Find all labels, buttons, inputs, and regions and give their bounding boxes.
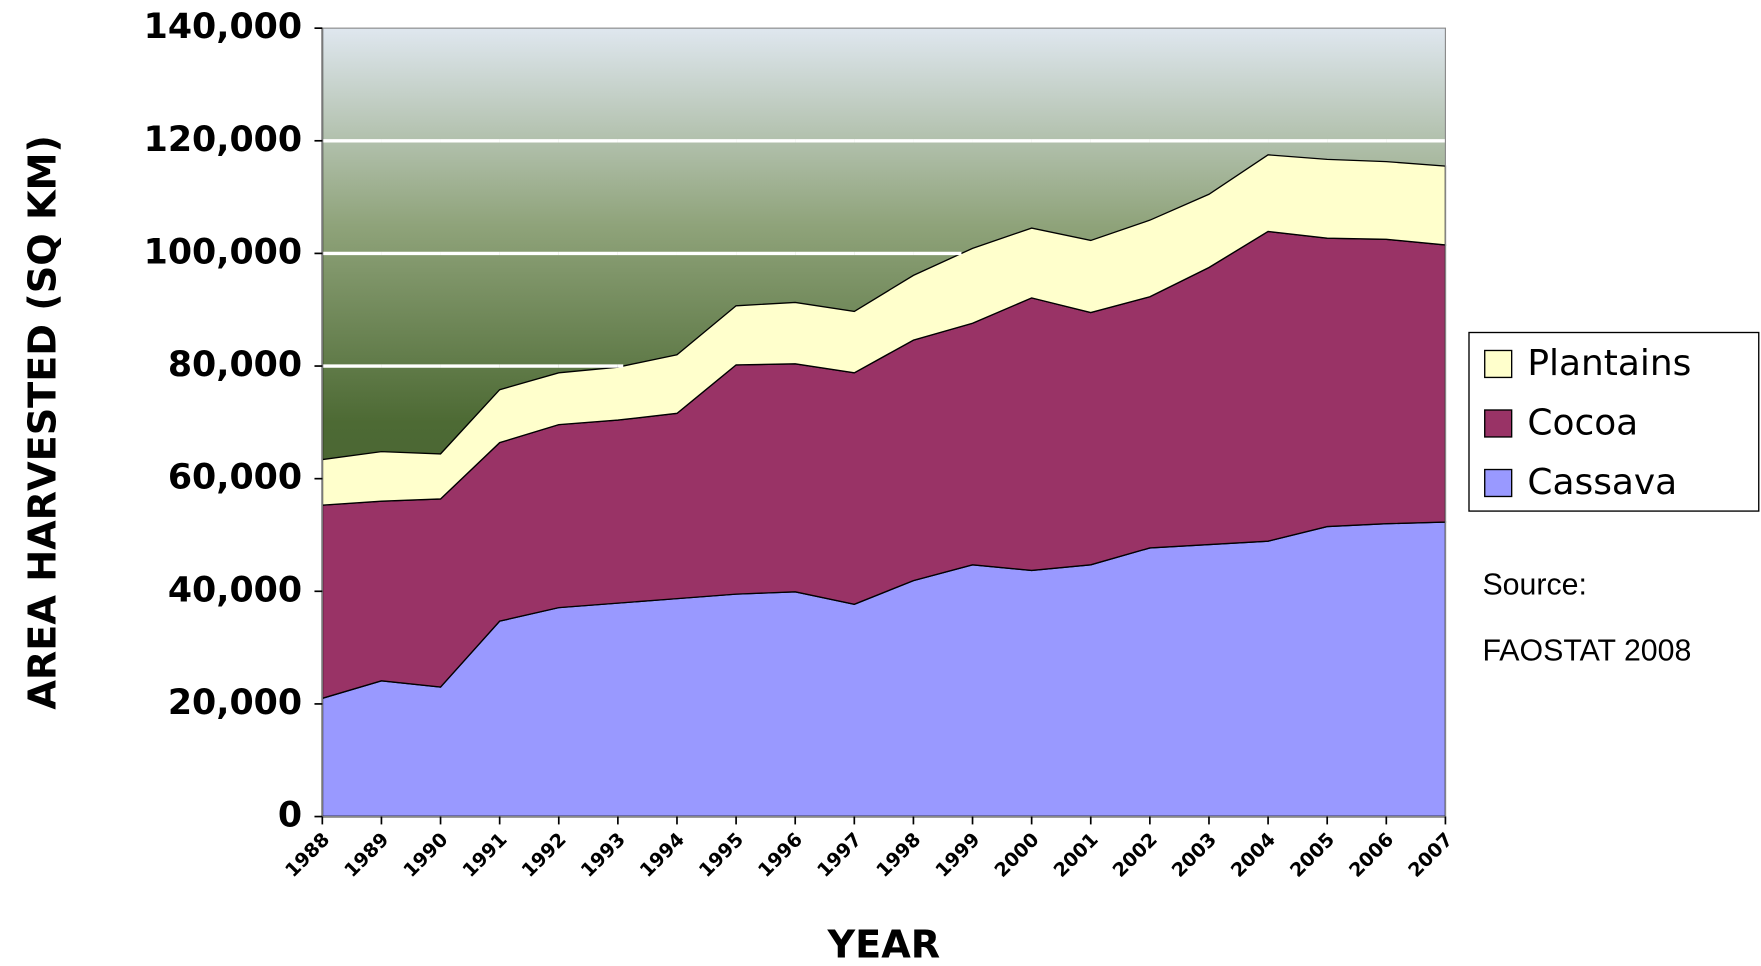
source-note: FAOSTAT 2008 <box>1482 635 1691 668</box>
x-tick-label: 2004 <box>1226 828 1280 882</box>
plot-border <box>321 27 1446 818</box>
x-tick-label: 2006 <box>1344 828 1398 882</box>
source-note: Source: <box>1482 568 1586 601</box>
x-tick-label: 2007 <box>1404 828 1458 882</box>
x-tick-label: 1998 <box>872 828 926 882</box>
x-tick-label: 1994 <box>635 828 689 882</box>
x-tick-label: 2000 <box>990 828 1044 882</box>
y-tick-label: 140,000 <box>144 7 302 47</box>
legend-swatch <box>1484 468 1513 498</box>
legend-label: Plantains <box>1527 343 1691 384</box>
y-tick-label: 80,000 <box>168 345 302 385</box>
x-tick-label: 1995 <box>694 828 748 882</box>
legend-label: Cocoa <box>1527 403 1638 444</box>
x-tick-label: 1988 <box>280 828 334 882</box>
y-tick-label: 20,000 <box>168 683 302 723</box>
x-tick-label: 1993 <box>576 828 630 882</box>
x-axis-title: YEAR <box>827 923 941 966</box>
x-tick-label: 2003 <box>1167 828 1221 882</box>
x-tick-label: 2001 <box>1049 828 1103 882</box>
x-tick-label: 1996 <box>753 828 807 882</box>
x-tick-label: 1992 <box>517 828 571 882</box>
y-tick-label: 100,000 <box>144 232 302 272</box>
x-tick-label: 2005 <box>1285 828 1339 882</box>
x-tick-label: 1990 <box>399 828 453 882</box>
x-tick-label: 1997 <box>812 828 866 882</box>
legend-box <box>1468 331 1760 512</box>
x-tick-label: 1999 <box>931 828 985 882</box>
x-tick-label: 2002 <box>1108 828 1162 882</box>
legend-swatch <box>1484 349 1513 379</box>
x-tick-label: 1989 <box>340 828 394 882</box>
y-axis-title: AREA HARVESTED (SQ KM) <box>21 135 65 710</box>
legend-swatch <box>1484 409 1513 438</box>
x-tick-label: 1991 <box>458 828 512 882</box>
y-tick-label: 60,000 <box>168 458 302 498</box>
y-tick-label: 120,000 <box>144 120 302 160</box>
y-tick-label: 40,000 <box>168 570 302 610</box>
y-tick-label: 0 <box>278 796 302 836</box>
legend-label: Cassava <box>1527 462 1677 503</box>
